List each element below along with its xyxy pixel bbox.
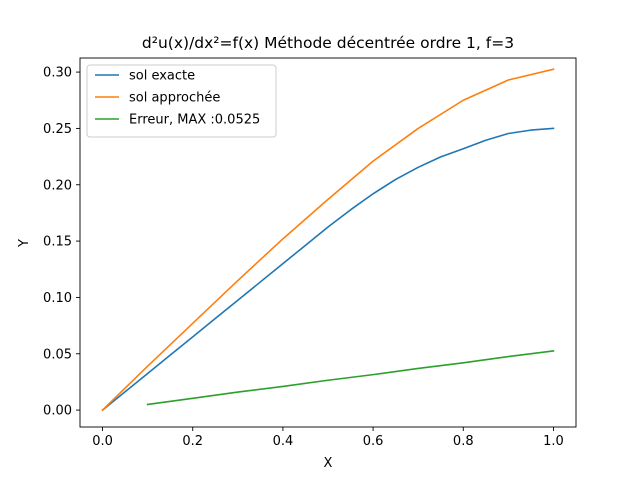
x-axis-label: X xyxy=(324,456,333,471)
x-tick-label: 1.0 xyxy=(543,434,564,449)
series-line-1 xyxy=(101,68,555,412)
series-line-2 xyxy=(146,350,555,406)
y-tick-label: 0.25 xyxy=(43,122,72,137)
legend-label-1: sol approchée xyxy=(129,91,220,106)
y-tick-label: 0.20 xyxy=(43,178,72,193)
y-tick-label: 0.10 xyxy=(43,291,72,306)
legend: sol exacte sol approchée Erreur, MAX :0.05… xyxy=(86,64,277,138)
legend-box xyxy=(86,64,277,138)
x-tick-label: 0.2 xyxy=(182,434,203,449)
y-tick-label: 0.30 xyxy=(43,66,72,81)
y-tick-label: 0.00 xyxy=(43,404,72,419)
y-axis-label: Y xyxy=(17,239,32,248)
x-tick-label: 0.4 xyxy=(273,434,294,449)
y-tick-label: 0.05 xyxy=(43,347,72,362)
x-tick-label: 0.0 xyxy=(92,434,113,449)
y-tick-label: 0.15 xyxy=(43,235,72,250)
x-tick-label: 0.6 xyxy=(363,434,384,449)
legend-label-0: sol exacte xyxy=(129,69,195,84)
axes-frame xyxy=(79,57,577,428)
plot-area xyxy=(101,68,555,412)
x-tick-label: 0.8 xyxy=(453,434,474,449)
series-line-0 xyxy=(101,127,555,412)
legend-label-2: Erreur, MAX :0.0525 xyxy=(129,113,260,128)
axes: 0.0 0.2 0.4 0.6 0.8 1.0 0.00 0.05 0.10 0.15 0.20 0.… xyxy=(43,57,577,449)
chart-title: d²u(x)/dx²=f(x) Méthode décentrée ordre … xyxy=(142,34,514,52)
